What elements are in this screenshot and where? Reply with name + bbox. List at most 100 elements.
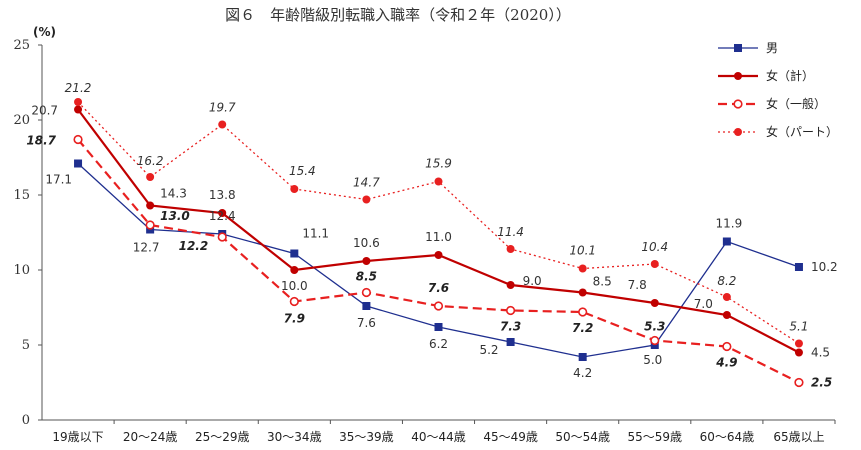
- y-axis-unit-label: (%): [33, 25, 56, 39]
- x-tick-label: 60～64歳: [700, 430, 755, 444]
- data-label: 4.9: [715, 356, 737, 370]
- x-tick-label: 19歳以下: [52, 430, 103, 444]
- data-point: [722, 237, 731, 246]
- data-label: 14.7: [353, 176, 380, 190]
- data-point: [794, 263, 803, 271]
- data-point: [722, 341, 732, 352]
- data-label: 15.4: [289, 164, 316, 178]
- legend-label: 女（パート）: [766, 124, 838, 139]
- x-tick-label: 25～29歳: [195, 430, 250, 444]
- data-point: [289, 296, 299, 307]
- data-label: 6.2: [429, 337, 448, 351]
- data-label: 4.5: [811, 346, 830, 360]
- data-label: 10.2: [811, 260, 838, 274]
- data-label: 4.2: [573, 366, 592, 380]
- data-point: [362, 257, 371, 265]
- x-tick-label: 45～49歳: [483, 430, 538, 444]
- legend-marker: [734, 72, 742, 80]
- series-4: [74, 98, 803, 348]
- legend-label: 女（一般）: [766, 96, 826, 111]
- data-point: [290, 185, 299, 193]
- data-label: 15.9: [425, 157, 452, 171]
- data-point: [146, 201, 155, 210]
- data-label: 5.1: [789, 320, 808, 334]
- x-tick-label: 30～34歳: [267, 430, 322, 444]
- data-point: [506, 281, 515, 289]
- x-tick-label: 20～24歳: [123, 430, 178, 444]
- data-point: [578, 307, 588, 317]
- data-point: [578, 264, 587, 273]
- data-point: [74, 98, 83, 106]
- data-point: [722, 311, 731, 319]
- data-point: [218, 209, 227, 217]
- legend-label: 男: [766, 41, 778, 55]
- x-tick-label: 40～44歳: [411, 430, 466, 444]
- data-label: 5.0: [643, 353, 662, 367]
- data-label: 7.0: [694, 297, 713, 311]
- series-layer: [73, 98, 804, 388]
- data-label: 8.5: [356, 270, 377, 284]
- data-label: 20.7: [31, 104, 58, 118]
- data-point: [361, 287, 372, 298]
- data-label: 7.6: [428, 281, 449, 295]
- data-label: 13.8: [209, 188, 236, 202]
- y-tick-label: 10: [13, 263, 30, 278]
- legend-marker: [733, 99, 743, 109]
- data-point: [433, 301, 444, 311]
- data-label: 18.7: [26, 134, 56, 148]
- data-point: [578, 288, 587, 297]
- data-point: [362, 302, 371, 310]
- x-tick-label: 50～54歳: [555, 430, 610, 444]
- data-label: 10.0: [281, 279, 308, 293]
- data-label: 7.3: [500, 320, 521, 334]
- data-label: 13.0: [160, 209, 190, 223]
- chart-title: 図６ 年齢階級別転職入職率（令和２年（2020））: [225, 6, 571, 24]
- data-point: [73, 134, 83, 145]
- series-3: [73, 134, 804, 388]
- data-point: [506, 338, 515, 346]
- data-label: 10.6: [353, 236, 380, 250]
- data-point: [722, 293, 731, 301]
- data-label: 11.4: [497, 225, 524, 239]
- y-tick-label: 5: [22, 338, 30, 353]
- data-label: 11.9: [716, 217, 743, 231]
- data-point: [794, 377, 804, 388]
- y-tick-label: 20: [13, 113, 30, 128]
- data-point: [218, 120, 227, 129]
- data-label: 7.6: [357, 316, 376, 330]
- data-label: 8.2: [717, 274, 736, 288]
- data-label: 5.3: [644, 320, 665, 334]
- x-tick-label: 55～59歳: [627, 430, 682, 444]
- legend-label: 女（計）: [766, 68, 814, 83]
- legend-marker: [734, 44, 742, 52]
- data-label: 9.0: [523, 274, 542, 288]
- data-point: [434, 177, 443, 186]
- data-point: [650, 260, 659, 268]
- data-label: 17.1: [45, 173, 72, 187]
- data-label: 16.2: [137, 154, 164, 168]
- data-point: [434, 251, 443, 259]
- y-tick-label: 15: [13, 188, 30, 203]
- data-point: [74, 105, 83, 114]
- data-label: 7.8: [628, 278, 647, 292]
- x-tick-label: 35～39歳: [339, 430, 394, 444]
- data-label: 2.5: [811, 376, 832, 390]
- data-point: [146, 173, 155, 181]
- data-label: 10.4: [641, 240, 668, 254]
- data-point: [650, 335, 660, 346]
- x-tick-label: 65歳以上: [773, 430, 824, 444]
- data-label: 5.2: [479, 343, 498, 357]
- data-label: 19.7: [209, 101, 236, 115]
- data-point: [434, 323, 443, 331]
- legend-marker: [734, 128, 742, 136]
- data-point: [145, 220, 155, 230]
- y-tick-label: 0: [22, 413, 30, 428]
- data-point: [217, 232, 227, 242]
- axes: 0 5 10 15 20 25 19歳以下 20～24歳 25～29歳 30～34歳 35～39歳 4…: [13, 38, 836, 444]
- data-label: 14.3: [160, 187, 187, 201]
- data-point: [362, 195, 371, 204]
- y-tick-label: 25: [13, 38, 30, 53]
- data-label: 21.2: [65, 81, 92, 95]
- data-label: 12.4: [209, 209, 236, 223]
